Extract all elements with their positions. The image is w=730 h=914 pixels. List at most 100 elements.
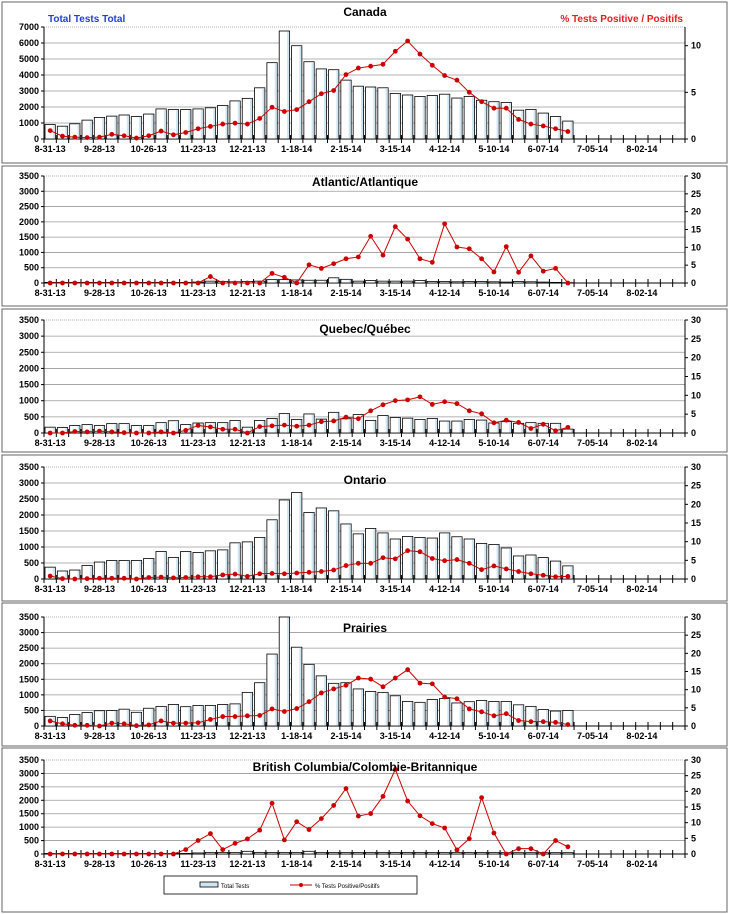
bar-total-tests	[340, 682, 352, 727]
bar-shade	[89, 713, 92, 726]
bar-total-tests	[266, 62, 278, 140]
bar-shade	[324, 419, 327, 433]
y-tick-label: 0	[34, 428, 39, 438]
point-pct-positive	[368, 233, 374, 239]
point-pct-positive	[306, 99, 312, 105]
bar-shade	[176, 705, 179, 726]
y-tick-label: 3000	[19, 186, 39, 196]
y-tick-label: 1500	[19, 674, 39, 684]
bar-shade	[299, 280, 302, 283]
point-pct-positive	[442, 221, 448, 227]
point-pct-positive	[146, 430, 152, 436]
bar-shade	[311, 851, 314, 854]
y2-tick-label: 10	[691, 818, 701, 828]
bar-shade	[274, 63, 277, 139]
point-pct-positive	[553, 574, 558, 580]
x-tick-label: 11-23-13	[180, 584, 216, 594]
point-pct-positive	[442, 694, 448, 700]
bar-shade	[459, 703, 462, 726]
bar-shade	[385, 852, 388, 854]
y-tick-label: 500	[24, 558, 39, 568]
bar-shade	[287, 280, 290, 283]
y-tick-label: 3000	[19, 628, 39, 638]
bar-shade	[422, 537, 425, 579]
y-tick-label: 500	[24, 705, 39, 715]
point-pct-positive	[516, 269, 521, 275]
bar-total-tests	[229, 851, 241, 855]
bar-shade	[361, 689, 363, 726]
bar-total-tests	[402, 536, 414, 580]
y-tick-label: 4000	[19, 70, 39, 80]
bar-shade	[348, 852, 351, 854]
bar-shade	[287, 852, 290, 854]
x-tick-label: 1-18-14	[281, 731, 312, 741]
point-pct-positive	[84, 280, 90, 286]
point-pct-positive	[417, 51, 423, 57]
bar-total-tests	[414, 537, 426, 580]
bar-total-tests	[241, 691, 253, 727]
point-pct-positive	[195, 280, 201, 286]
x-tick-label: 3-15-14	[380, 144, 411, 154]
point-pct-positive	[454, 244, 460, 250]
bar-shade	[324, 676, 327, 726]
x-tick-label: 5-10-14	[478, 438, 509, 448]
y2-tick-label: 0	[691, 849, 696, 859]
bar-total-tests	[278, 499, 290, 580]
y2-tick-label: 30	[691, 315, 701, 325]
bar-shade	[471, 96, 474, 139]
bar-shade	[373, 281, 376, 283]
x-tick-label: 10-26-13	[131, 438, 167, 448]
x-tick-label: 10-26-13	[131, 144, 167, 154]
point-pct-positive	[405, 548, 411, 554]
bar-shade	[410, 701, 413, 726]
x-tick-label: 9-28-13	[84, 859, 115, 869]
chart-panel-1: 0 500 1000 1500 2000 2500 3000 3500 0 5 10 15 20 25 30…	[1, 165, 728, 307]
point-pct-positive	[158, 280, 164, 286]
bar-shade	[459, 852, 462, 854]
point-pct-positive	[368, 63, 374, 69]
bar-shade	[114, 710, 117, 726]
bar-total-tests	[106, 710, 118, 727]
point-pct-positive	[232, 426, 238, 432]
point-pct-positive	[183, 847, 189, 853]
point-pct-positive	[220, 714, 226, 719]
bar-total-tests	[439, 532, 451, 580]
bar-total-tests	[365, 86, 377, 140]
bar-shade	[459, 98, 462, 139]
point-pct-positive	[454, 401, 460, 407]
point-pct-positive	[392, 556, 398, 562]
bar-total-tests	[278, 616, 290, 727]
bar-shade	[434, 700, 437, 726]
point-pct-positive	[491, 420, 497, 426]
bar-total-tests	[513, 852, 525, 855]
bar-total-tests	[377, 415, 389, 434]
point-pct-positive	[84, 576, 90, 582]
bar-shade	[225, 852, 228, 854]
y-tick-label: 0	[34, 134, 39, 144]
chart-panel-4: 0 500 1000 1500 2000 2500 3000 3500 0 5 10 15 20 25 30…	[1, 602, 728, 747]
point-pct-positive	[454, 77, 460, 83]
point-pct-positive	[380, 402, 386, 408]
bar-shade	[336, 412, 339, 433]
y-tick-label: 1500	[19, 526, 39, 536]
point-pct-positive	[503, 851, 509, 857]
bar-shade	[287, 617, 290, 726]
x-tick-label: 1-18-14	[281, 438, 312, 448]
bar-total-tests	[303, 850, 315, 855]
point-pct-positive	[208, 831, 213, 837]
bar-shade	[188, 551, 191, 579]
bar-shade	[336, 511, 339, 579]
bar-total-tests	[192, 108, 204, 140]
bar-shade	[484, 281, 487, 283]
bar-total-tests	[537, 557, 549, 580]
point-pct-positive	[306, 569, 312, 575]
x-tick-label: 5-10-14	[478, 288, 509, 298]
point-pct-positive	[220, 847, 226, 853]
left-axis-header: Total Tests Total	[48, 14, 125, 25]
bar-shade	[496, 701, 499, 726]
bar-shade	[311, 664, 314, 726]
bar-shade	[397, 696, 400, 726]
point-pct-positive	[516, 569, 521, 574]
point-pct-positive	[528, 253, 534, 259]
